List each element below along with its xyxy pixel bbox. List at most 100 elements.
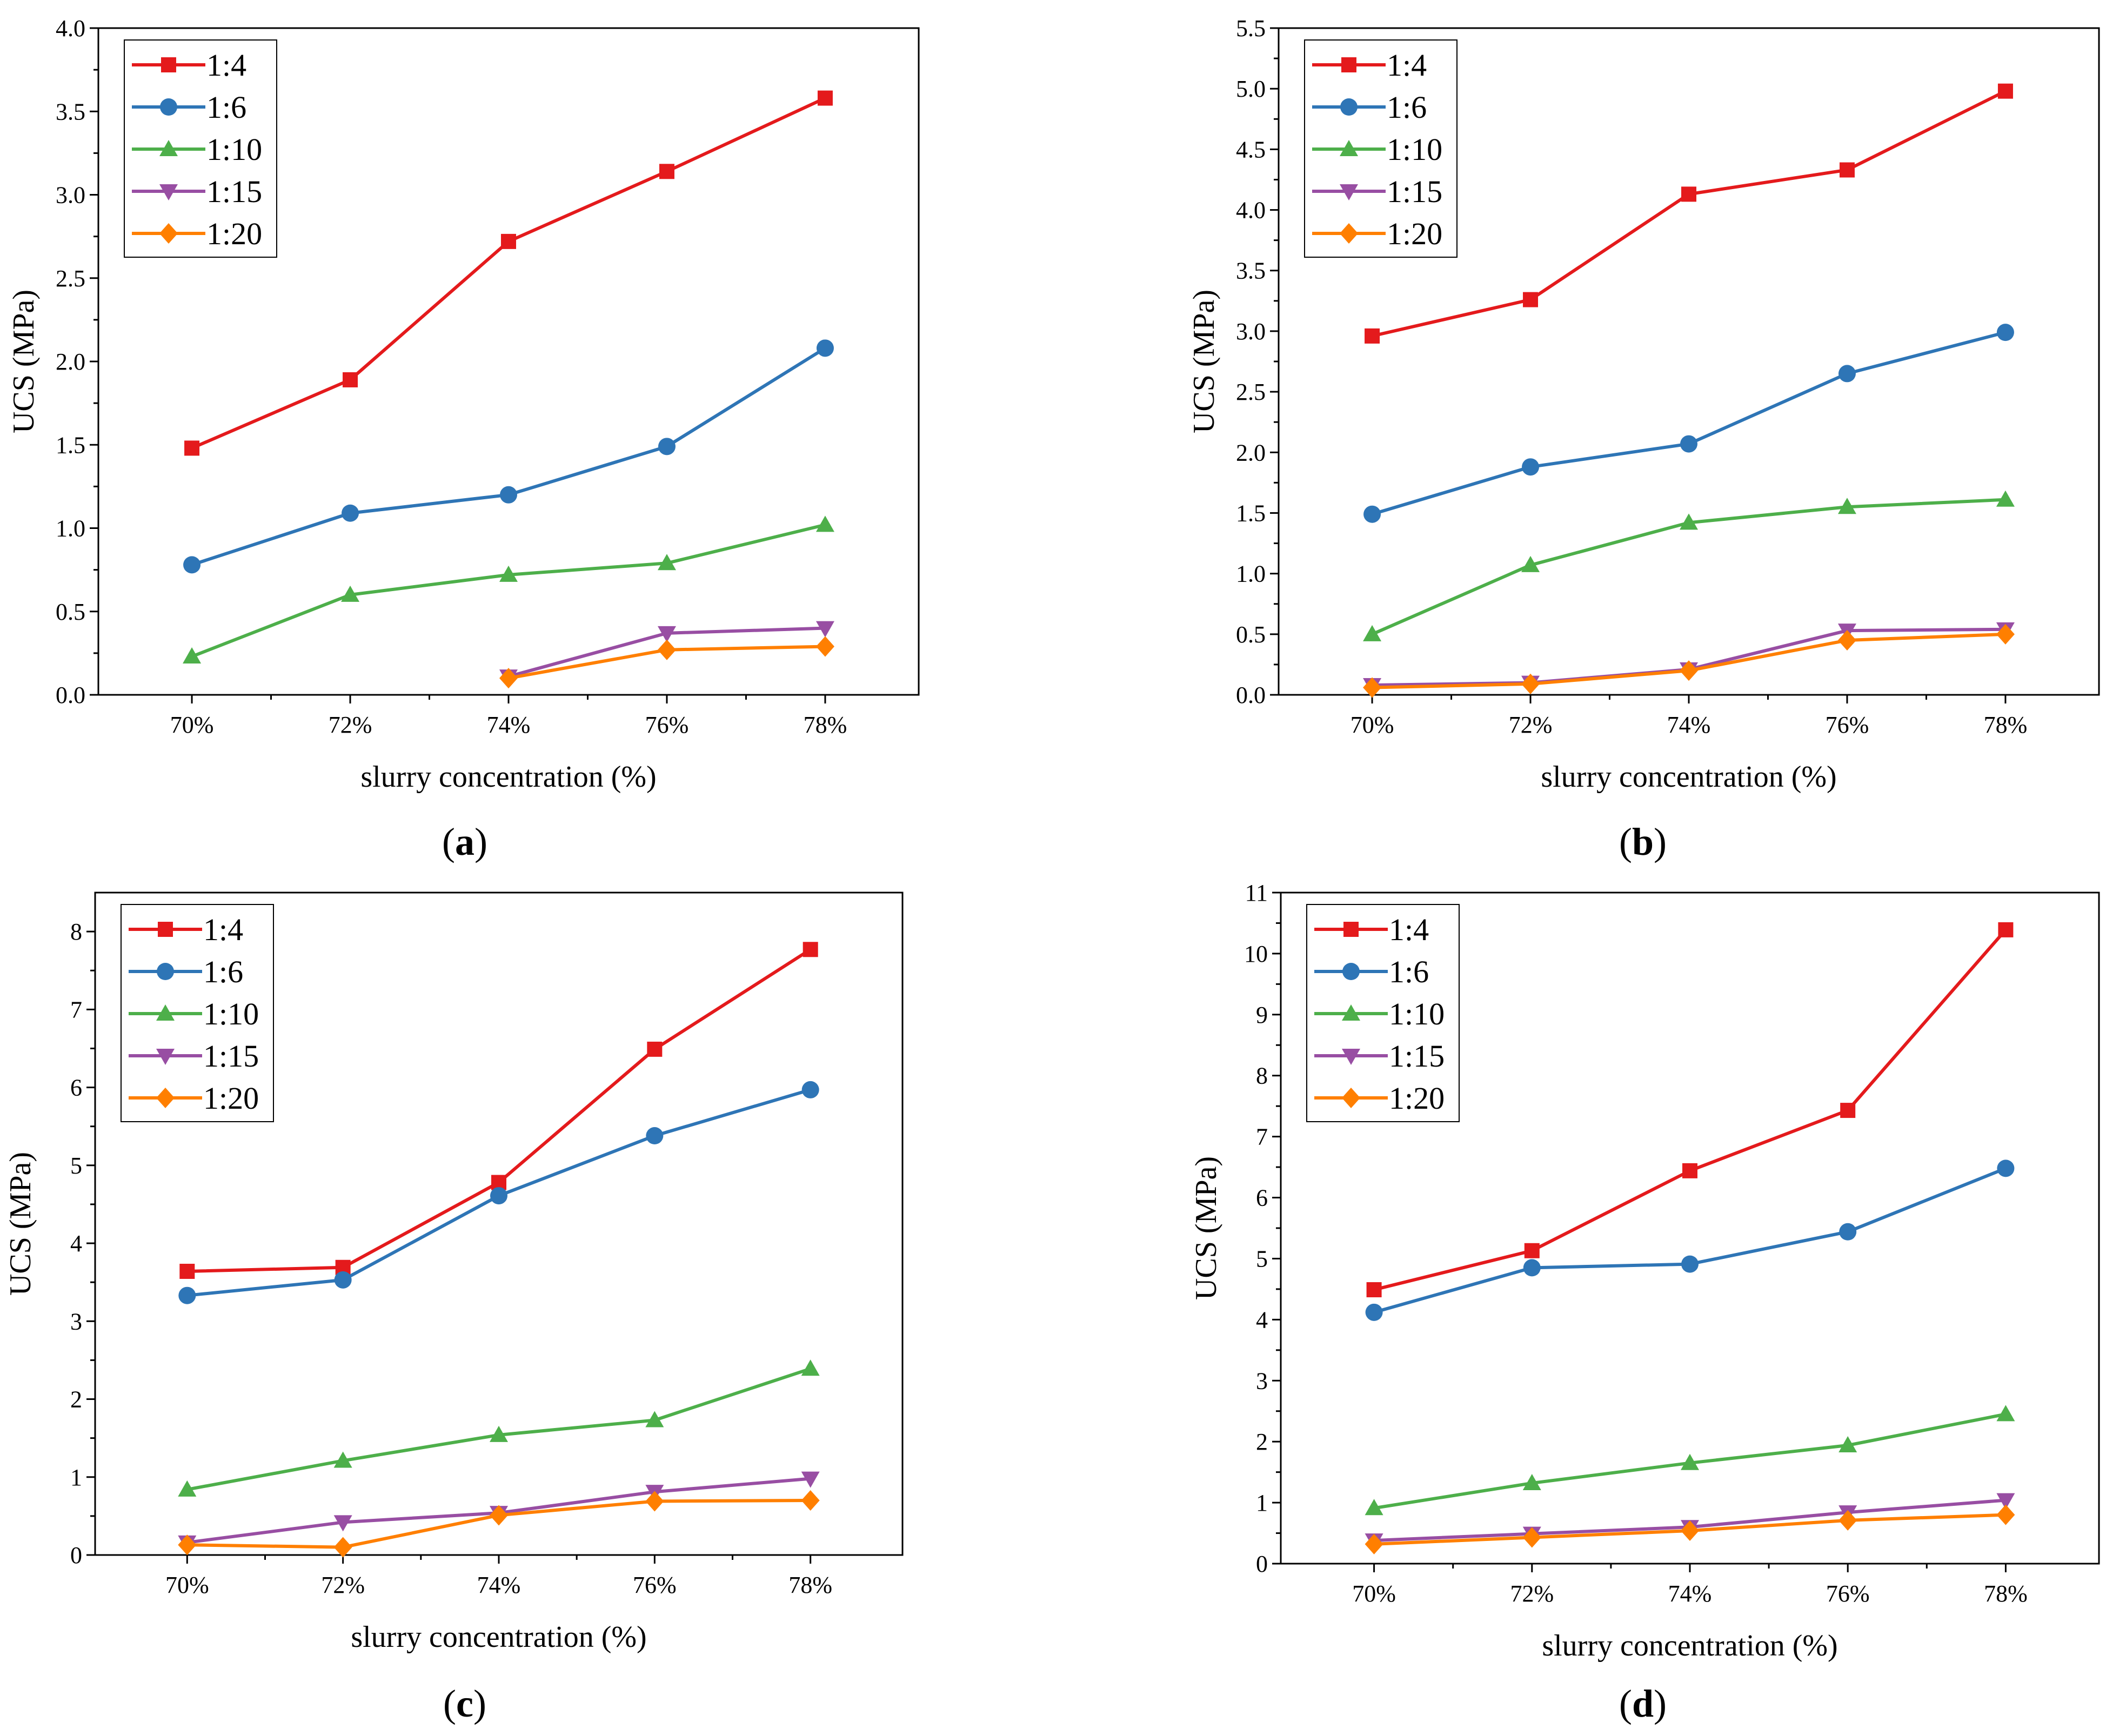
legend-marker xyxy=(156,1049,175,1065)
caption-letter: a xyxy=(455,820,474,863)
series-1-20 xyxy=(499,636,834,689)
data-point xyxy=(1838,365,1856,383)
y-tick-label: 4.5 xyxy=(1236,136,1266,163)
series-1-20 xyxy=(178,1490,820,1558)
y-tick-label: 2.5 xyxy=(1236,379,1266,405)
data-point xyxy=(1996,624,2015,645)
legend-marker xyxy=(159,184,178,200)
y-tick-label: 8 xyxy=(70,919,82,945)
y-tick-label: 1.0 xyxy=(56,515,85,542)
y-tick-label: 5 xyxy=(70,1152,82,1179)
y-tick-label: 1.5 xyxy=(1236,500,1266,526)
data-point xyxy=(179,1263,195,1279)
legend-label: 1:15 xyxy=(1387,174,1442,209)
legend: 1:4 1:6 1:10 1:15 1:20 xyxy=(1304,39,1458,258)
data-point xyxy=(645,1411,664,1427)
data-point xyxy=(1682,1163,1697,1178)
series-line xyxy=(191,523,826,658)
data-point xyxy=(343,372,358,387)
data-point xyxy=(1522,1527,1541,1548)
chart-panel-c: 0 1 2 3 4 5 6 7 8 70% 72% 74% 76% 78% slurry concentra… xyxy=(4,892,904,1725)
data-point xyxy=(1837,630,1856,651)
chart-panel-b: 0.0 0.5 1.0 1.5 2.0 2.5 3.0 3.5 4.0 4.5 5.0 5.5 70% 7… xyxy=(1187,15,2100,863)
y-tick-label: 9 xyxy=(1256,1002,1268,1028)
y-axis-label: UCS (MPa) xyxy=(1187,290,1221,433)
data-point xyxy=(1998,922,2014,937)
data-point xyxy=(178,1534,197,1556)
data-point xyxy=(1523,292,1539,307)
x-tick-label: 70% xyxy=(1350,712,1394,738)
x-tick-label: 70% xyxy=(165,1572,209,1598)
data-point xyxy=(342,504,359,522)
y-axis-label: UCS (MPa) xyxy=(7,290,41,433)
data-point xyxy=(1366,1282,1382,1298)
data-point xyxy=(333,1451,352,1468)
data-point xyxy=(178,1286,196,1304)
legend-label: 1:15 xyxy=(206,174,262,209)
legend-marker xyxy=(1340,140,1358,156)
y-tick-label: 1 xyxy=(1256,1490,1268,1516)
data-point xyxy=(1363,677,1382,698)
series-line xyxy=(191,346,826,567)
legend-label: 1:20 xyxy=(206,216,262,251)
legend-label: 1:10 xyxy=(1387,132,1442,167)
data-point xyxy=(499,565,518,582)
y-tick-label: 0.5 xyxy=(1236,621,1266,648)
y-tick-label: 3.0 xyxy=(1236,318,1266,345)
data-point xyxy=(1839,1223,1857,1241)
series-1-6 xyxy=(1363,324,2014,523)
data-point xyxy=(1997,1159,2015,1177)
legend-marker xyxy=(156,1004,175,1021)
caption-paren: ) xyxy=(474,820,487,863)
x-tick-label: 72% xyxy=(1509,712,1553,738)
series-1-4 xyxy=(1365,83,2013,344)
legend-marker xyxy=(1342,1049,1360,1065)
panel-caption: (d) xyxy=(1619,1682,1667,1725)
x-tick-label: 72% xyxy=(1510,1580,1554,1607)
series-1-20 xyxy=(1363,624,2015,698)
x-tick-label: 72% xyxy=(321,1572,365,1598)
data-point xyxy=(183,556,201,574)
legend: 1:4 1:6 1:10 1:15 1:20 xyxy=(1306,904,1460,1122)
data-point xyxy=(659,164,674,179)
data-point xyxy=(1996,1493,2015,1510)
series-1-6 xyxy=(1365,1159,2015,1321)
data-point xyxy=(1837,498,1856,514)
legend-marker xyxy=(1340,98,1358,116)
data-point xyxy=(657,554,676,571)
legend-label: 1:4 xyxy=(203,912,243,947)
data-point xyxy=(801,1471,820,1488)
data-point xyxy=(1840,1103,1856,1118)
data-point xyxy=(490,1505,508,1526)
y-tick-label: 4.0 xyxy=(1236,197,1266,224)
caption-paren: ( xyxy=(443,1682,456,1725)
y-tick-label: 2 xyxy=(70,1386,82,1413)
data-point xyxy=(341,585,360,602)
caption-paren: ) xyxy=(473,1682,486,1725)
data-point xyxy=(1838,1510,1857,1531)
legend-label: 1:4 xyxy=(1389,912,1429,947)
data-point xyxy=(1838,1436,1857,1452)
series-1-15 xyxy=(1363,622,2015,695)
data-point xyxy=(490,1425,508,1442)
series-1-4 xyxy=(1366,922,2014,1298)
series-1-10 xyxy=(1365,1405,2015,1516)
y-tick-label: 2.5 xyxy=(56,265,85,292)
y-tick-label: 11 xyxy=(1245,880,1268,906)
x-tick-label: 74% xyxy=(1668,1580,1712,1607)
x-tick-label: 78% xyxy=(788,1572,832,1598)
legend-marker xyxy=(1341,57,1356,72)
data-point xyxy=(817,90,833,106)
y-tick-label: 7 xyxy=(1256,1124,1268,1150)
data-point xyxy=(645,1491,664,1512)
data-point xyxy=(647,1041,663,1057)
panel-caption: (a) xyxy=(442,820,487,863)
data-point xyxy=(490,1187,507,1205)
legend-marker xyxy=(1342,1088,1360,1108)
x-tick-label: 76% xyxy=(1826,712,1869,738)
x-tick-label: 70% xyxy=(1352,1580,1396,1607)
y-tick-label: 5 xyxy=(1256,1245,1268,1272)
y-tick-label: 3.5 xyxy=(56,98,85,125)
series-line xyxy=(187,948,812,1273)
